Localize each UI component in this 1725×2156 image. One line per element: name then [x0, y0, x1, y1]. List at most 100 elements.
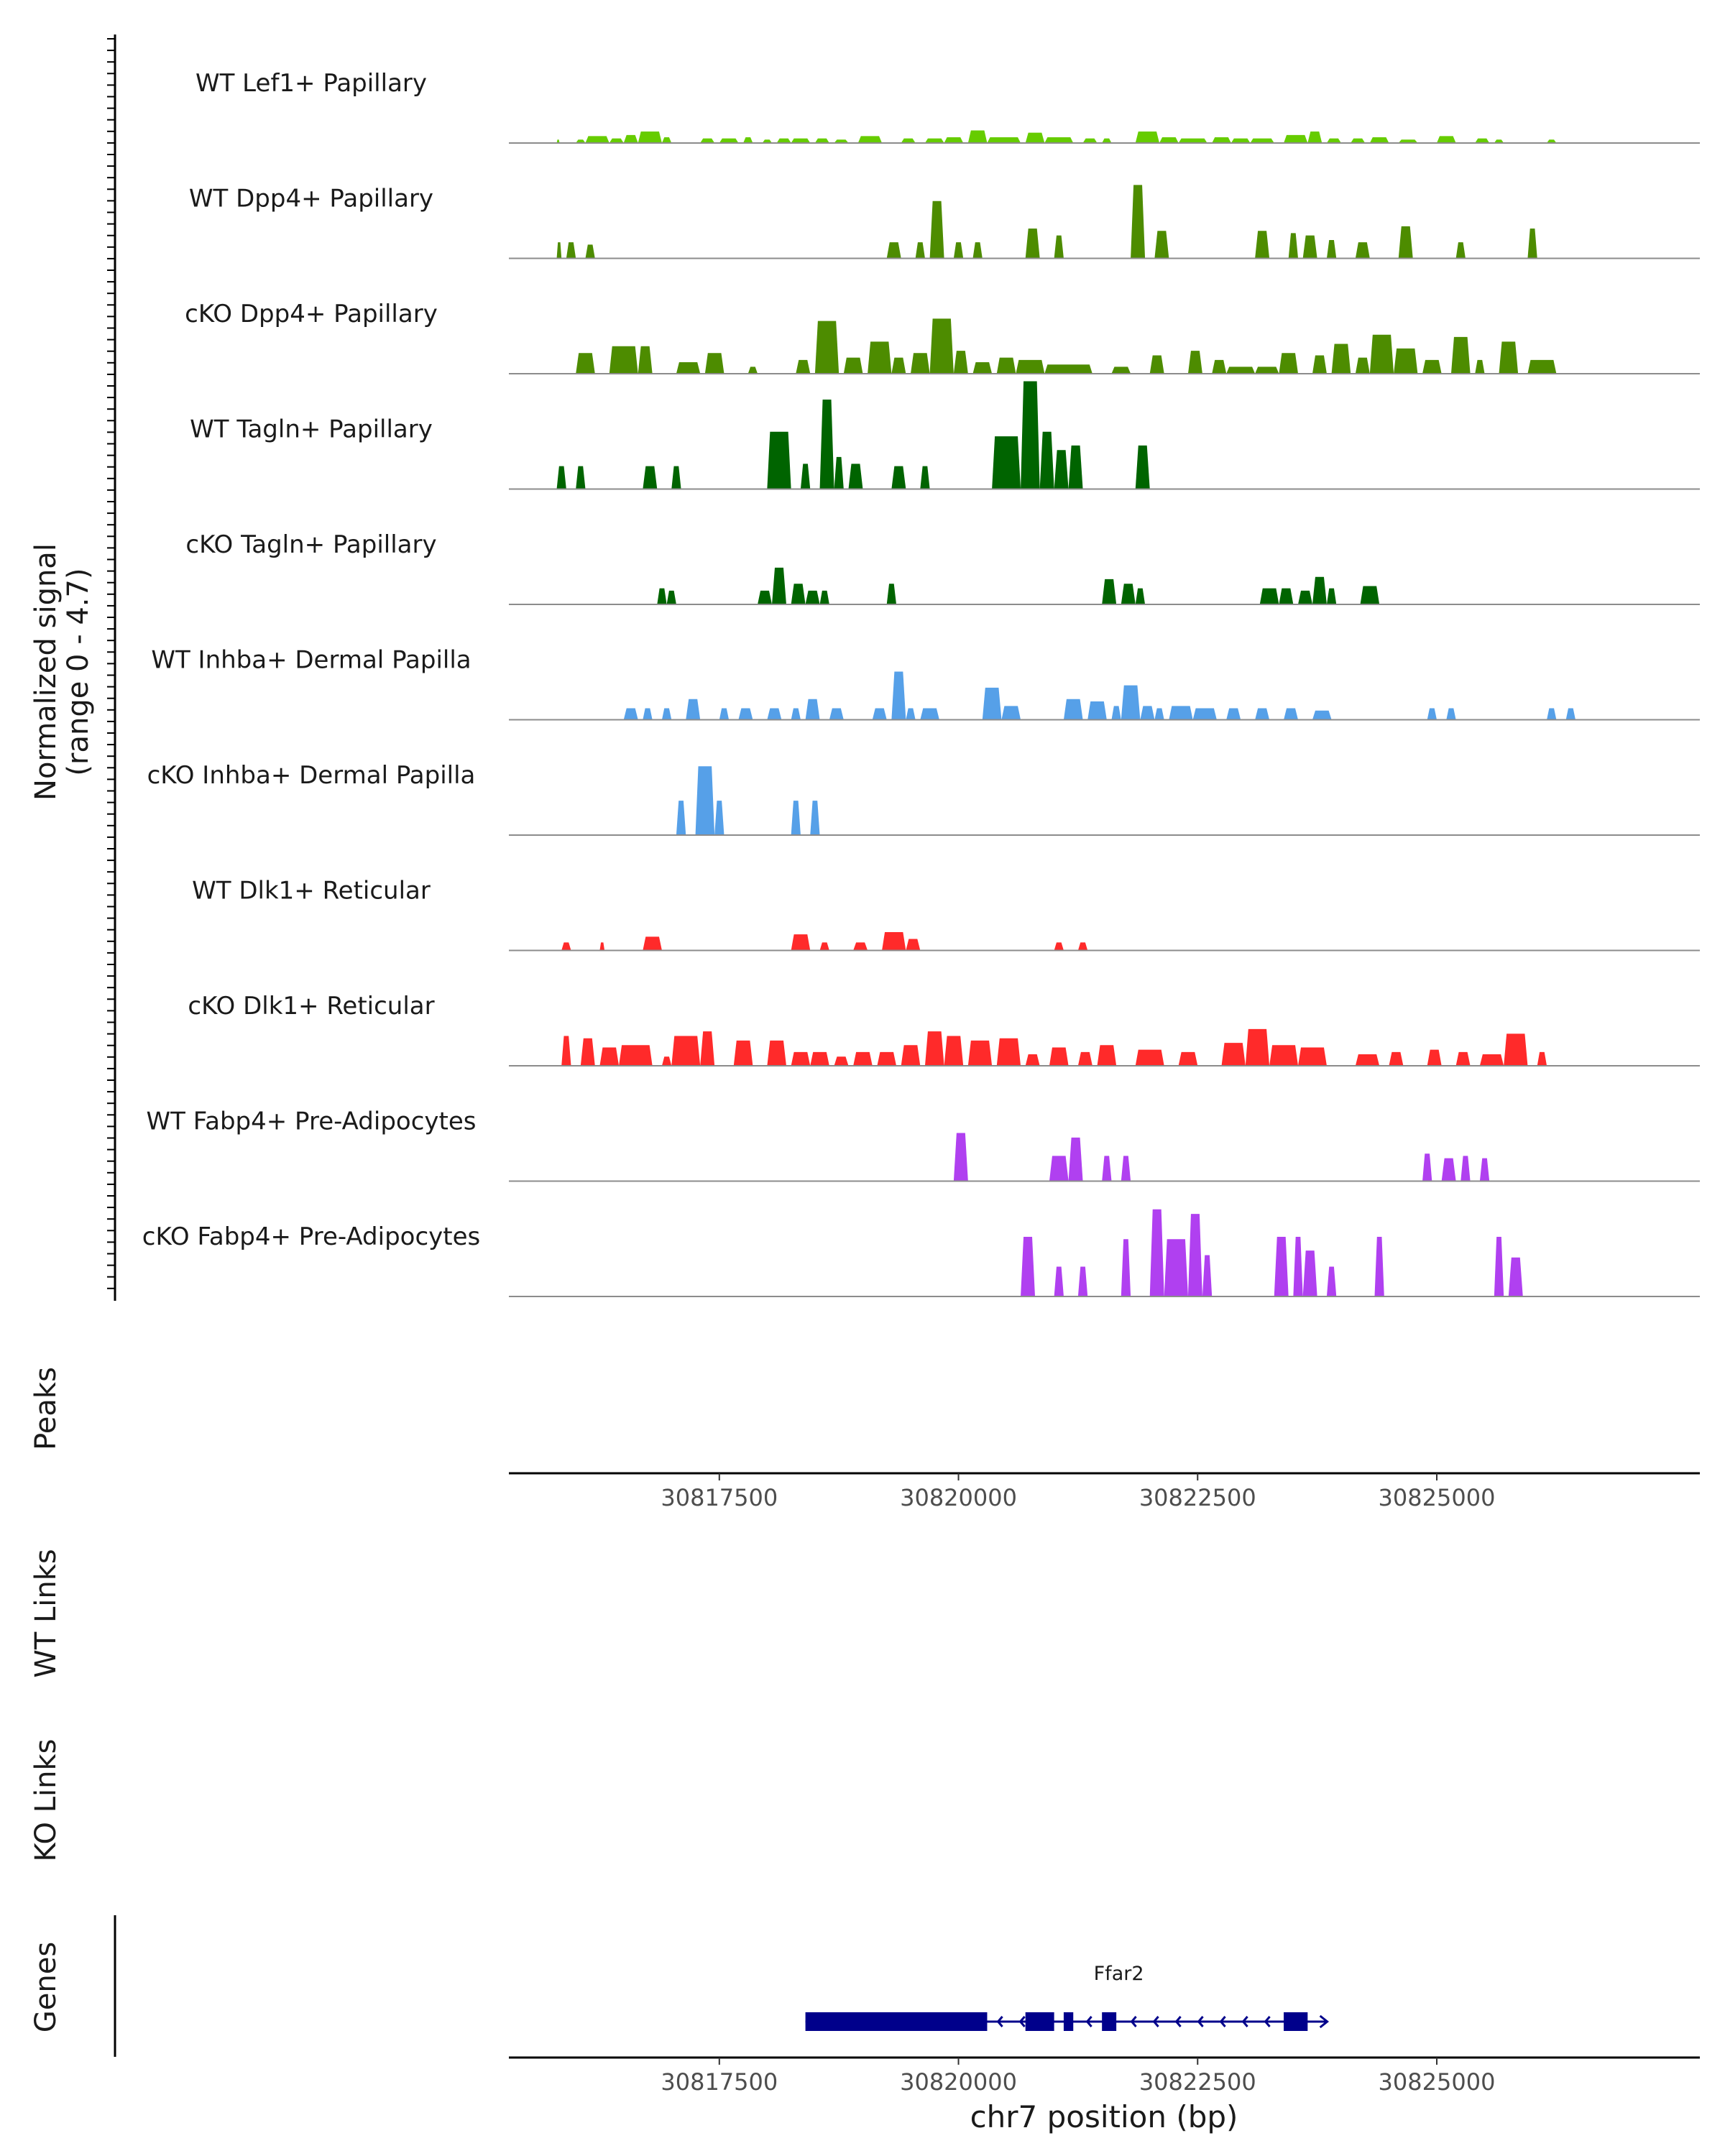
signal-peak [1441, 1158, 1456, 1181]
signal-peak [719, 138, 739, 143]
signal-peak [700, 138, 715, 143]
signal-peak [1192, 708, 1217, 720]
signal-peak [1187, 351, 1202, 374]
signal-peak [580, 1038, 595, 1066]
signal-peak [1077, 1051, 1092, 1066]
signal-peak [834, 1056, 849, 1066]
strand-arrow [1219, 2016, 1226, 2027]
signal-peak [1135, 1049, 1164, 1066]
signal-peak [1154, 231, 1169, 259]
signal-peak [1369, 334, 1394, 374]
peaks-x-axis-ticks: 30817500 30820000 30822500 30825000 [661, 1473, 1495, 1511]
track: WT Lef1+ Papillary [196, 69, 1700, 144]
signal-peak [910, 353, 930, 374]
signal-peak [1422, 359, 1442, 374]
signal-peak [1097, 1045, 1117, 1066]
signal-peak [967, 130, 988, 143]
signal-peak [1422, 1153, 1432, 1181]
signal-peak [609, 346, 638, 374]
signal-peak [1187, 1214, 1202, 1296]
signal-peak [800, 464, 811, 489]
signal-peak [1121, 1156, 1131, 1181]
signal-peak [1389, 1051, 1404, 1066]
x-tick-label: 30817500 [661, 1484, 778, 1511]
signal-peak [882, 931, 906, 951]
signal-peak [1016, 359, 1045, 374]
signal-peak [1284, 134, 1308, 143]
strand-arrow [1197, 2016, 1204, 2027]
signal-peak [1394, 348, 1418, 374]
signal-peak [1355, 1054, 1380, 1066]
signal-peak [814, 321, 840, 374]
track: cKO Inhba+ Dermal Papilla [147, 761, 1700, 836]
signal-peak [1274, 1237, 1289, 1296]
signal-peak [1121, 584, 1136, 604]
signal-peak [1537, 1051, 1547, 1066]
signal-peak [1446, 708, 1456, 720]
x-tick-label: 30825000 [1379, 1484, 1496, 1511]
x-tick-label: 30820000 [900, 1484, 1017, 1511]
signal-peak [1355, 357, 1370, 374]
signal-peak [1369, 137, 1389, 143]
signal-peak [1054, 942, 1064, 951]
signal-peak [566, 242, 576, 259]
signal-peak [556, 242, 562, 259]
signal-peak [791, 584, 806, 604]
signal-peak [643, 466, 658, 489]
track: WT Tagln+ Papillary [190, 381, 1700, 490]
genes-label: Genes [29, 1942, 63, 2032]
signal-peak [1082, 138, 1098, 143]
signal-peak [1250, 138, 1274, 143]
signal-peak [661, 1056, 672, 1066]
strand-arrow [1130, 2016, 1137, 2027]
track-label: WT Fabp4+ Pre-Adipocytes [147, 1107, 477, 1136]
strand-arrow [1018, 2016, 1026, 2027]
signal-peak [714, 801, 724, 835]
signal-peak [1527, 359, 1557, 374]
signal-peak [791, 1051, 811, 1066]
signal-peak [1455, 242, 1466, 259]
signal-peak [1077, 942, 1088, 951]
signal-peak [872, 708, 887, 720]
signal-peak [733, 1040, 753, 1066]
signal-peak [1326, 1266, 1337, 1296]
track-label: cKO Fabp4+ Pre-Adipocytes [142, 1222, 481, 1251]
signal-peak [585, 244, 595, 259]
signal-peak [1054, 235, 1064, 259]
signal-peak [791, 138, 811, 143]
signal-peak [1450, 336, 1471, 374]
signal-peak [767, 431, 791, 489]
signal-peak [1202, 1255, 1213, 1296]
signal-peak [1326, 588, 1337, 604]
signal-peak [1302, 1250, 1317, 1296]
gene-exon [1063, 2012, 1074, 2031]
signal-peak [556, 139, 560, 143]
signal-peak [1068, 1137, 1083, 1181]
track: cKO Tagln+ Papillary [185, 530, 1700, 605]
signal-peak [1351, 138, 1366, 143]
signal-peak [1230, 138, 1251, 143]
signal-peak [868, 341, 892, 374]
signal-peak [1547, 708, 1557, 720]
signal-peak [1565, 708, 1576, 720]
signal-peak [1159, 137, 1179, 143]
signal-peak [704, 353, 724, 374]
signal-peak [719, 708, 730, 720]
signal-peak [1102, 579, 1117, 604]
strand-arrow [996, 2016, 1003, 2027]
x-tick-label: 30817500 [661, 2068, 778, 2096]
signal-peak [1326, 239, 1337, 259]
signal-peak [1259, 588, 1279, 604]
track: WT Inhba+ Dermal Papilla [151, 646, 1700, 721]
signal-peak [1398, 139, 1418, 143]
signal-peak [599, 1047, 620, 1066]
signal-peak [953, 1133, 968, 1181]
signal-peak [1226, 708, 1241, 720]
signal-peak [1044, 137, 1074, 143]
signal-peak [924, 1031, 944, 1066]
track: WT Fabp4+ Pre-Adipocytes [147, 1107, 1700, 1182]
signal-peak [1135, 132, 1160, 143]
signal-peak [1293, 1237, 1303, 1296]
